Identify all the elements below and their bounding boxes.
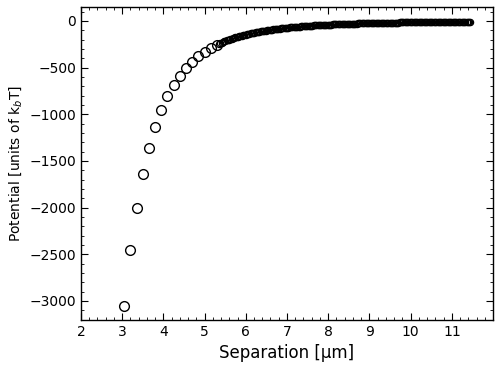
X-axis label: Separation [μm]: Separation [μm] [220, 344, 354, 362]
Y-axis label: Potential [units of k$_b$T]: Potential [units of k$_b$T] [7, 85, 24, 242]
